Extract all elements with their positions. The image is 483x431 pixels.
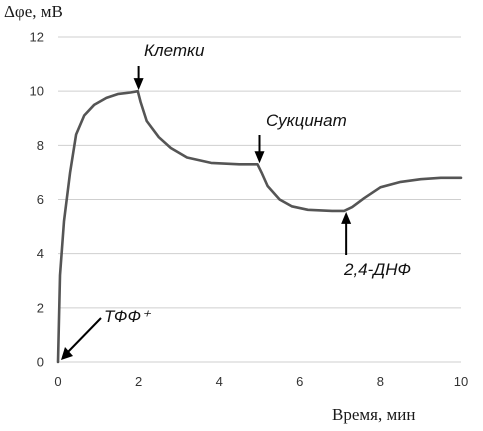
- annotation-cells-arrowhead: [133, 78, 144, 91]
- annotation-tpp-label: ТФФ⁺: [104, 307, 152, 326]
- y-tick-label: 12: [30, 30, 44, 45]
- y-tick-label: 6: [37, 192, 44, 207]
- annotation-tpp-arrow: [65, 317, 102, 355]
- y-tick-label: 0: [37, 355, 44, 370]
- x-tick-label: 8: [377, 374, 384, 389]
- x-tick-label: 2: [135, 374, 142, 389]
- annotation-tpp-arrowhead: [61, 347, 73, 360]
- y-axis-label: Δφe, мВ: [4, 2, 63, 21]
- potential-curve: [56, 89, 463, 364]
- x-tick-label: 10: [454, 374, 468, 389]
- annotation-succinate-label: Сукцинат: [266, 111, 347, 130]
- x-tick-label: 6: [296, 374, 303, 389]
- y-tick-label: 8: [37, 138, 44, 153]
- x-tick-label: 0: [54, 374, 61, 389]
- annotation-cells-label: Клетки: [144, 41, 205, 60]
- tick-labels: 0 2 4 6 8 10 12 0 2 4 6 8 10: [30, 30, 469, 390]
- y-tick-label: 10: [30, 84, 44, 99]
- x-axis-label: Время, мин: [332, 405, 415, 424]
- annotations: Клетки Сукцинат 2,4-ДНФ ТФФ⁺: [61, 41, 411, 360]
- annotation-dnp-label: 2,4-ДНФ: [343, 260, 411, 279]
- x-tick-label: 4: [216, 374, 223, 389]
- annotation-succinate-arrowhead: [254, 151, 265, 164]
- y-tick-label: 4: [37, 246, 44, 261]
- annotation-dnp-arrowhead: [341, 211, 352, 224]
- y-tick-label: 2: [37, 300, 44, 315]
